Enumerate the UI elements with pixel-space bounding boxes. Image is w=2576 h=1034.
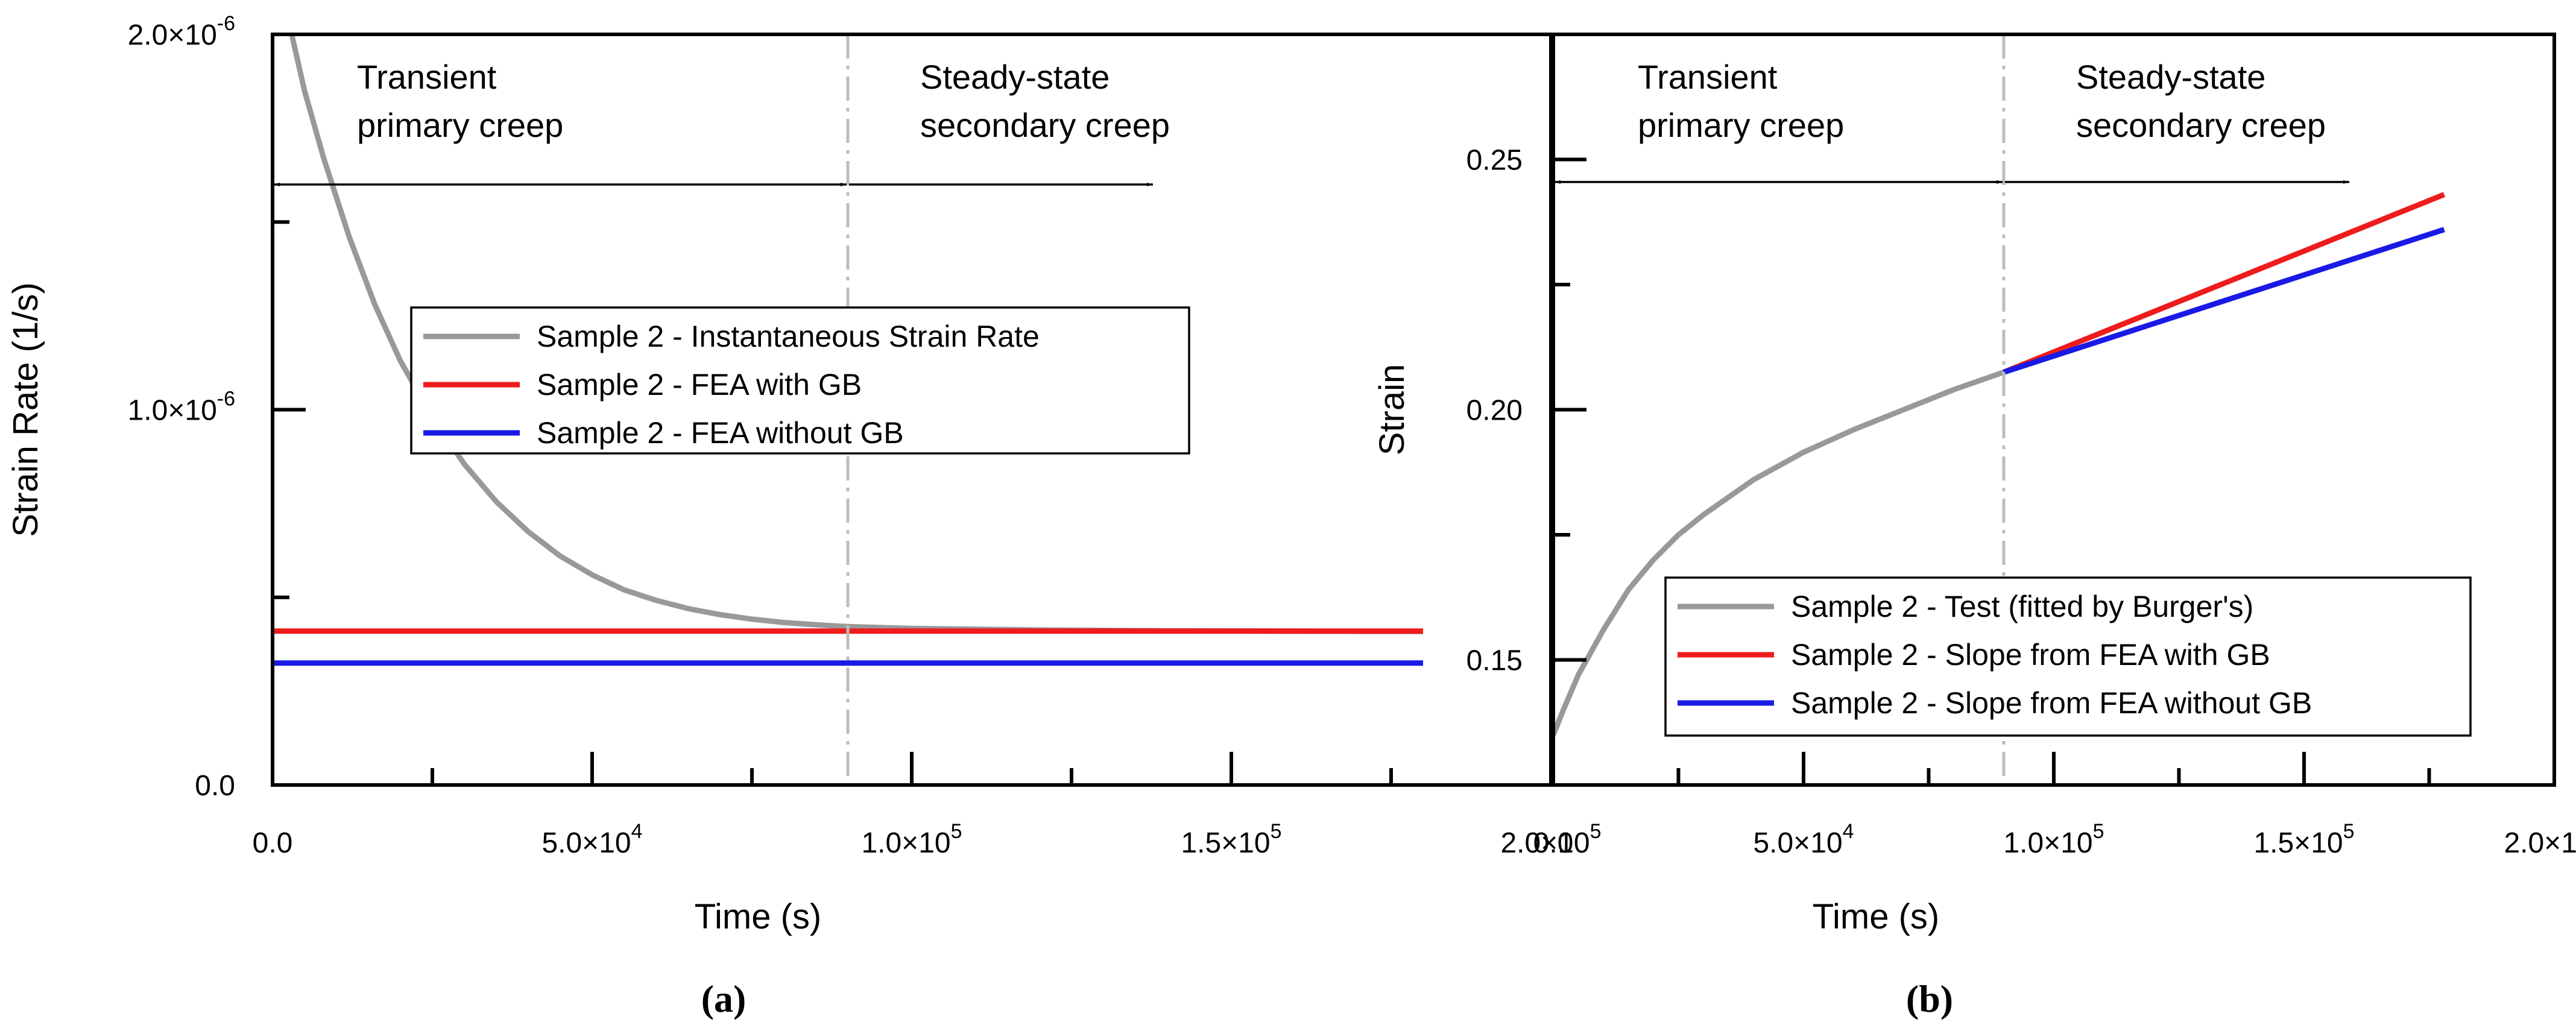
x-tick-label: 1.0×105 <box>2003 820 2104 859</box>
region-label-line2: primary creep <box>357 106 563 144</box>
y-tick-label: 2.0×10-6 <box>128 12 235 51</box>
x-tick-label-text: 0.0 <box>1533 827 1574 859</box>
region-label-line2: secondary creep <box>920 106 1170 144</box>
region-label-line1: Steady-state <box>2076 58 2265 96</box>
legend-entry-label: Sample 2 - Slope from FEA without GB <box>1791 686 2312 720</box>
x-tick-label-text: 5.0×10 <box>1753 827 1842 859</box>
x-tick-label-exponent: 4 <box>631 820 643 843</box>
x-tick-label: 2.0×105 <box>2504 820 2576 859</box>
x-tick-label-text: 2.0×10 <box>1500 827 1589 859</box>
x-tick-label-exponent: 5 <box>2343 820 2355 843</box>
legend-entry-label: Sample 2 - FEA with GB <box>537 368 862 402</box>
x-tick-label-text: 1.5×10 <box>1181 827 1270 859</box>
x-tick-label-exponent: 5 <box>1271 820 1282 843</box>
x-tick-label: 5.0×104 <box>1753 820 1854 859</box>
panel-b-strain-chart: Transient primary creep Steady-state second… <box>1372 33 2576 1020</box>
x-tick-label-text: 1.0×10 <box>861 827 950 859</box>
x-tick-label-text: 2.0×10 <box>2504 827 2576 859</box>
y-axis-title: Strain Rate (1/s) <box>6 282 45 537</box>
region-label-line2: secondary creep <box>2076 106 2326 144</box>
y-tick-label: 0.15 <box>1466 645 1523 677</box>
legend-box <box>410 306 1190 455</box>
y-tick-label: 0.25 <box>1466 145 1523 177</box>
x-tick-label-exponent: 4 <box>1843 820 1854 843</box>
x-tick-label: 0.0 <box>253 827 293 859</box>
series-line-3 <box>2003 227 2445 375</box>
panel-a-strain-rate-chart: Transient primary creep Steady-state second… <box>6 12 1602 1020</box>
y-tick-label-text: 0.0 <box>195 770 235 802</box>
y-tick-label-exponent: -6 <box>217 12 235 35</box>
legend-entry-label: Sample 2 - FEA without GB <box>537 416 904 450</box>
series-line-2 <box>2003 192 2446 375</box>
y-tick-label: 0.20 <box>1466 395 1523 427</box>
x-tick-label: 2.0×105 <box>1500 820 1601 859</box>
y-tick-label: 0.0 <box>195 770 235 802</box>
x-tick-label-text: 0.0 <box>253 827 293 859</box>
y-tick-label-text: 0.25 <box>1466 145 1523 177</box>
x-axis-title: Time (s) <box>695 897 821 936</box>
legend-entry-label: Sample 2 - Instantaneous Strain Rate <box>537 320 1040 353</box>
legend-box <box>1664 576 2472 737</box>
y-tick-label-exponent: -6 <box>217 388 235 411</box>
y-tick-label-text: 0.15 <box>1466 645 1523 677</box>
series-line-1 <box>1553 370 2005 736</box>
region-label-line1: Transient <box>1638 58 1778 96</box>
x-tick-label: 1.5×105 <box>2253 820 2354 859</box>
x-tick-label-text: 1.0×10 <box>2003 827 2092 859</box>
x-tick-label-text: 5.0×10 <box>541 827 631 859</box>
x-tick-label-text: 1.5×10 <box>2253 827 2343 859</box>
y-axis-title: Strain <box>1372 364 1412 456</box>
x-tick-label: 5.0×104 <box>541 820 642 859</box>
region-label-line1: Transient <box>357 58 497 96</box>
x-axis-title: Time (s) <box>1813 897 1939 936</box>
x-tick-label-exponent: 5 <box>951 820 962 843</box>
y-tick-label: 1.0×10-6 <box>128 388 235 427</box>
x-tick-label: 1.5×105 <box>1181 820 1281 859</box>
x-tick-label-exponent: 5 <box>1590 820 1602 843</box>
legend-entry-label: Sample 2 - Slope from FEA with GB <box>1791 638 2270 672</box>
region-label-line2: primary creep <box>1638 106 1844 144</box>
y-tick-label-text: 0.20 <box>1466 395 1523 427</box>
y-tick-label-text: 1.0×10 <box>128 395 217 427</box>
panel-label: (a) <box>701 977 747 1020</box>
region-label-line1: Steady-state <box>920 58 1110 96</box>
legend-entry-label: Sample 2 - Test (fitted by Burger's) <box>1791 590 2253 623</box>
x-tick-label: 1.0×105 <box>861 820 962 859</box>
y-tick-label-text: 2.0×10 <box>128 19 217 51</box>
x-tick-label-exponent: 5 <box>2093 820 2104 843</box>
panel-label: (b) <box>1906 977 1953 1020</box>
x-tick-label: 0.0 <box>1533 827 1574 859</box>
